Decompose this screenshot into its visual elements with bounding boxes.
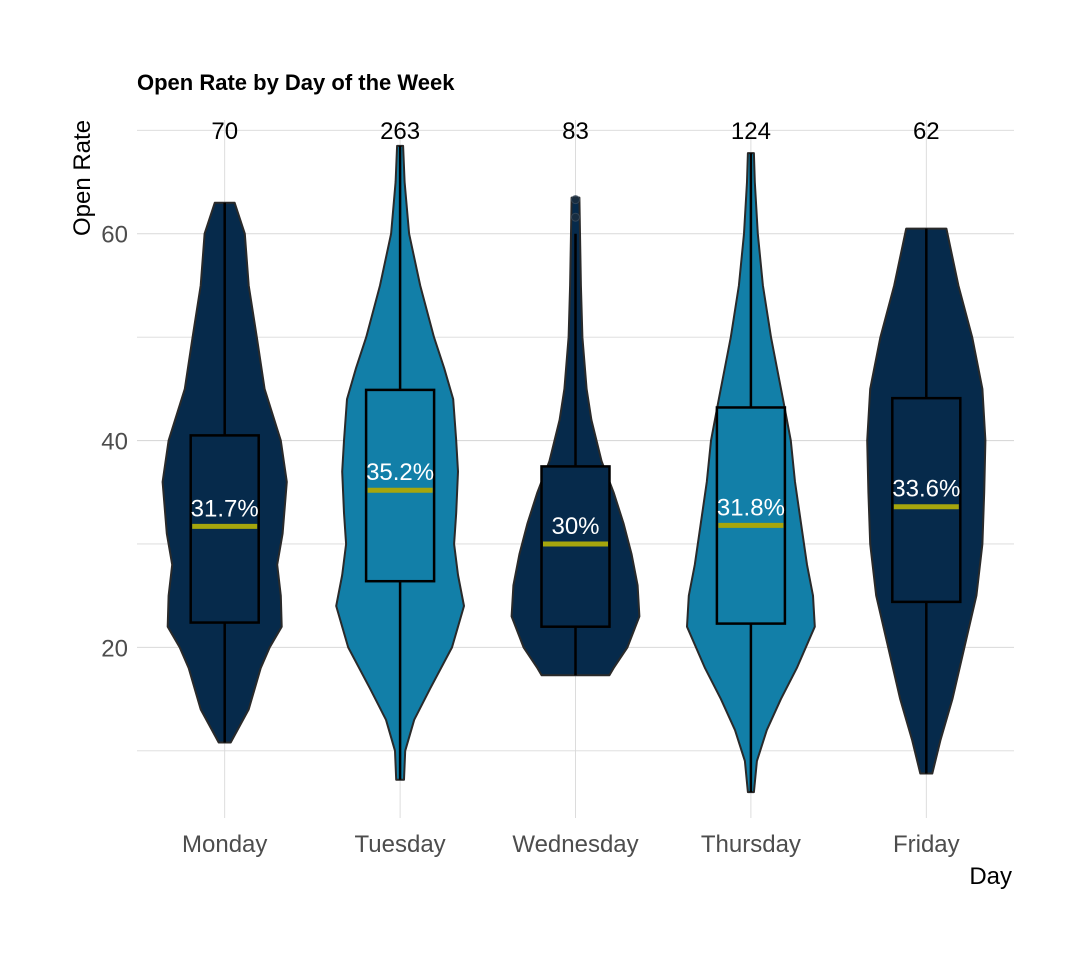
box-monday [189,434,260,624]
outlier-point [571,195,580,205]
x-axis-title: Day [969,863,1012,890]
median-label: 35.2% [366,459,434,486]
box-layer [189,145,962,793]
box-thursday [715,406,787,625]
axis-layer: 20 40 60 Monday Tuesday Wednesday Thursday Frid… [101,222,959,858]
x-tick-label: Tuesday [355,831,446,858]
chart-title: Open Rate by Day of the Week [137,70,455,95]
x-tick-label: Thursday [701,831,801,858]
median-label: 31.7% [191,495,259,522]
median-label: 30% [551,513,599,540]
y-axis-title: Open Rate [69,120,96,236]
outlier-point [571,212,580,222]
x-tick-label: Monday [182,831,267,858]
median-label: 31.8% [717,494,785,521]
count-label: 83 [562,118,589,145]
x-tick-label: Wednesday [512,831,638,858]
y-tick-label: 40 [101,429,128,456]
x-tick-label: Friday [893,831,960,858]
box-wednesday [540,465,611,628]
y-tick-label: 60 [101,222,128,249]
count-label: 124 [731,118,771,145]
box-tuesday [364,388,436,583]
count-label: 70 [211,118,238,145]
box-friday [891,396,962,604]
count-label: 62 [913,118,940,145]
y-tick-label: 20 [101,635,128,662]
count-label: 263 [380,118,420,145]
label-layer: 31.7% 70 35.2% 263 30% 83 31.8% 124 33.6% 62 [191,118,961,540]
median-label: 33.6% [892,476,960,503]
